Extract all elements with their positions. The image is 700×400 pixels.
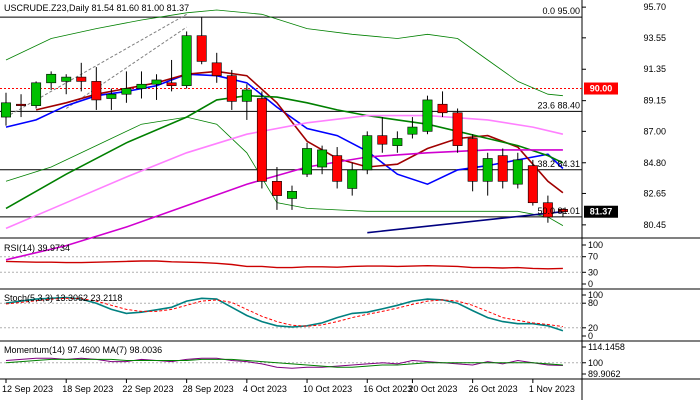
candle-down <box>467 138 478 182</box>
date-tick-label: 4 Oct 2023 <box>243 384 287 394</box>
indicator-title: Stoch(5,3,3) 13.3062 23.2118 <box>4 293 122 303</box>
price-tick-label: 95.70 <box>643 2 666 12</box>
candle-down <box>271 181 282 196</box>
indicator-tick-label: 100 <box>588 358 603 368</box>
indicator-title: Momentum(14) 97.4600 MA(7) 98.0036 <box>4 345 162 355</box>
price-tick-label: 80.45 <box>643 220 666 230</box>
moving-average-line <box>5 73 564 186</box>
indicator-tick-label: 30 <box>588 267 598 277</box>
indicator-tick-label: 80 <box>588 298 598 308</box>
date-tick-label: 16 Oct 2023 <box>363 384 412 394</box>
candle-up <box>106 93 117 99</box>
chart-text: 0.0 95.00 23.6 88.40 38.2 84.31 50.0 81.01 U… <box>4 3 580 355</box>
date-tick-label: 26 Oct 2023 <box>469 384 518 394</box>
current-price-label: 81.37 <box>590 207 613 217</box>
date-tick-label: 12 Sep 2023 <box>2 384 53 394</box>
bollinger-band-line <box>5 9 563 97</box>
price-tick-label: 84.80 <box>643 158 666 168</box>
candle-down <box>256 98 267 182</box>
price-tick-label: 91.35 <box>643 64 666 74</box>
candle-up <box>1 102 11 118</box>
price-tick-label: 93.55 <box>643 33 666 43</box>
fib-level-label: 50.0 81.01 <box>537 206 580 216</box>
candle-down <box>166 82 177 86</box>
candles <box>1 17 568 223</box>
indicator-tick-label: 0 <box>588 279 593 289</box>
candle-down <box>452 112 463 146</box>
resistance-price-tag <box>584 82 618 95</box>
candle-down <box>16 103 27 106</box>
candle-up <box>362 135 373 171</box>
fib-level-label: 23.6 88.40 <box>537 100 580 110</box>
candle-down <box>196 35 207 62</box>
candle-up <box>422 99 433 132</box>
candle-up <box>136 83 147 89</box>
candle-down <box>377 135 388 145</box>
candle-up <box>61 76 72 82</box>
candle-down <box>437 103 448 114</box>
bollinger-band-line <box>5 116 564 226</box>
candle-up <box>121 88 132 95</box>
date-tick-label: 22 Sep 2023 <box>122 384 173 394</box>
indicator-title: RSI(14) 39.9734 <box>4 243 70 253</box>
indicator-tick-label: 114.1458 <box>588 342 625 352</box>
resistance-price-label: 90.00 <box>590 84 613 94</box>
rsi-line <box>5 260 563 270</box>
indicator-lines <box>5 9 564 369</box>
stoch-signal-line <box>5 297 563 328</box>
candle-up <box>512 159 523 185</box>
candle-up <box>151 79 162 85</box>
trend-dashed-line <box>65 26 187 109</box>
candle-down <box>76 76 87 82</box>
candle-up <box>482 158 493 182</box>
candle-down <box>226 75 237 102</box>
candle-up <box>241 89 252 102</box>
date-tick-label: 20 Oct 2023 <box>408 384 457 394</box>
candle-down <box>332 155 343 182</box>
candle-down <box>542 202 553 218</box>
date-tick-label: 1 Nov 2023 <box>529 384 575 394</box>
candle-up <box>302 148 313 175</box>
indicator-tick-label: 20 <box>588 323 598 333</box>
candle-down <box>527 165 538 204</box>
candle-down <box>497 155 508 182</box>
candle-down <box>211 62 222 76</box>
date-tick-label: 28 Sep 2023 <box>183 384 234 394</box>
indicator-tick-label: 89.9062 <box>588 369 621 379</box>
candle-up <box>46 73 57 84</box>
indicator-tick-label: 100 <box>588 240 603 250</box>
candle-up <box>347 169 358 189</box>
candle-up <box>317 149 328 168</box>
chart-title: USCRUDE.Z23,Daily 81.54 81.60 81.00 81.3… <box>4 3 189 13</box>
indicator-tick-label: 100 <box>588 290 603 300</box>
candle-up <box>407 126 418 135</box>
price-tick-label: 89.15 <box>643 96 666 106</box>
price-tick-label: 82.65 <box>643 188 666 198</box>
fib-level-label: 38.2 84.31 <box>537 159 580 169</box>
candle-up <box>31 82 42 106</box>
moving-average-line <box>5 114 564 230</box>
candle-up <box>181 35 192 86</box>
date-tick-label: 18 Sep 2023 <box>62 384 113 394</box>
stoch-main-line <box>5 296 564 332</box>
candle-up <box>392 138 403 146</box>
trend-line <box>367 210 563 234</box>
price-tick-label: 87.00 <box>643 126 666 136</box>
current-price-tag <box>584 205 618 218</box>
fib-level-label: 0.0 95.00 <box>542 6 580 16</box>
momentum-ma-line <box>5 358 563 368</box>
candle-up <box>287 191 297 199</box>
indicator-tick-label: 70 <box>588 252 598 262</box>
candle-down <box>557 209 568 213</box>
moving-average-line <box>5 94 564 210</box>
price-axis: 95.70 93.55 91.35 89.15 87.00 84.80 82.65 80.45… <box>2 2 666 394</box>
indicator-tick-label: 0 <box>588 331 593 341</box>
candle-down <box>91 81 102 101</box>
date-tick-label: 10 Oct 2023 <box>303 384 352 394</box>
